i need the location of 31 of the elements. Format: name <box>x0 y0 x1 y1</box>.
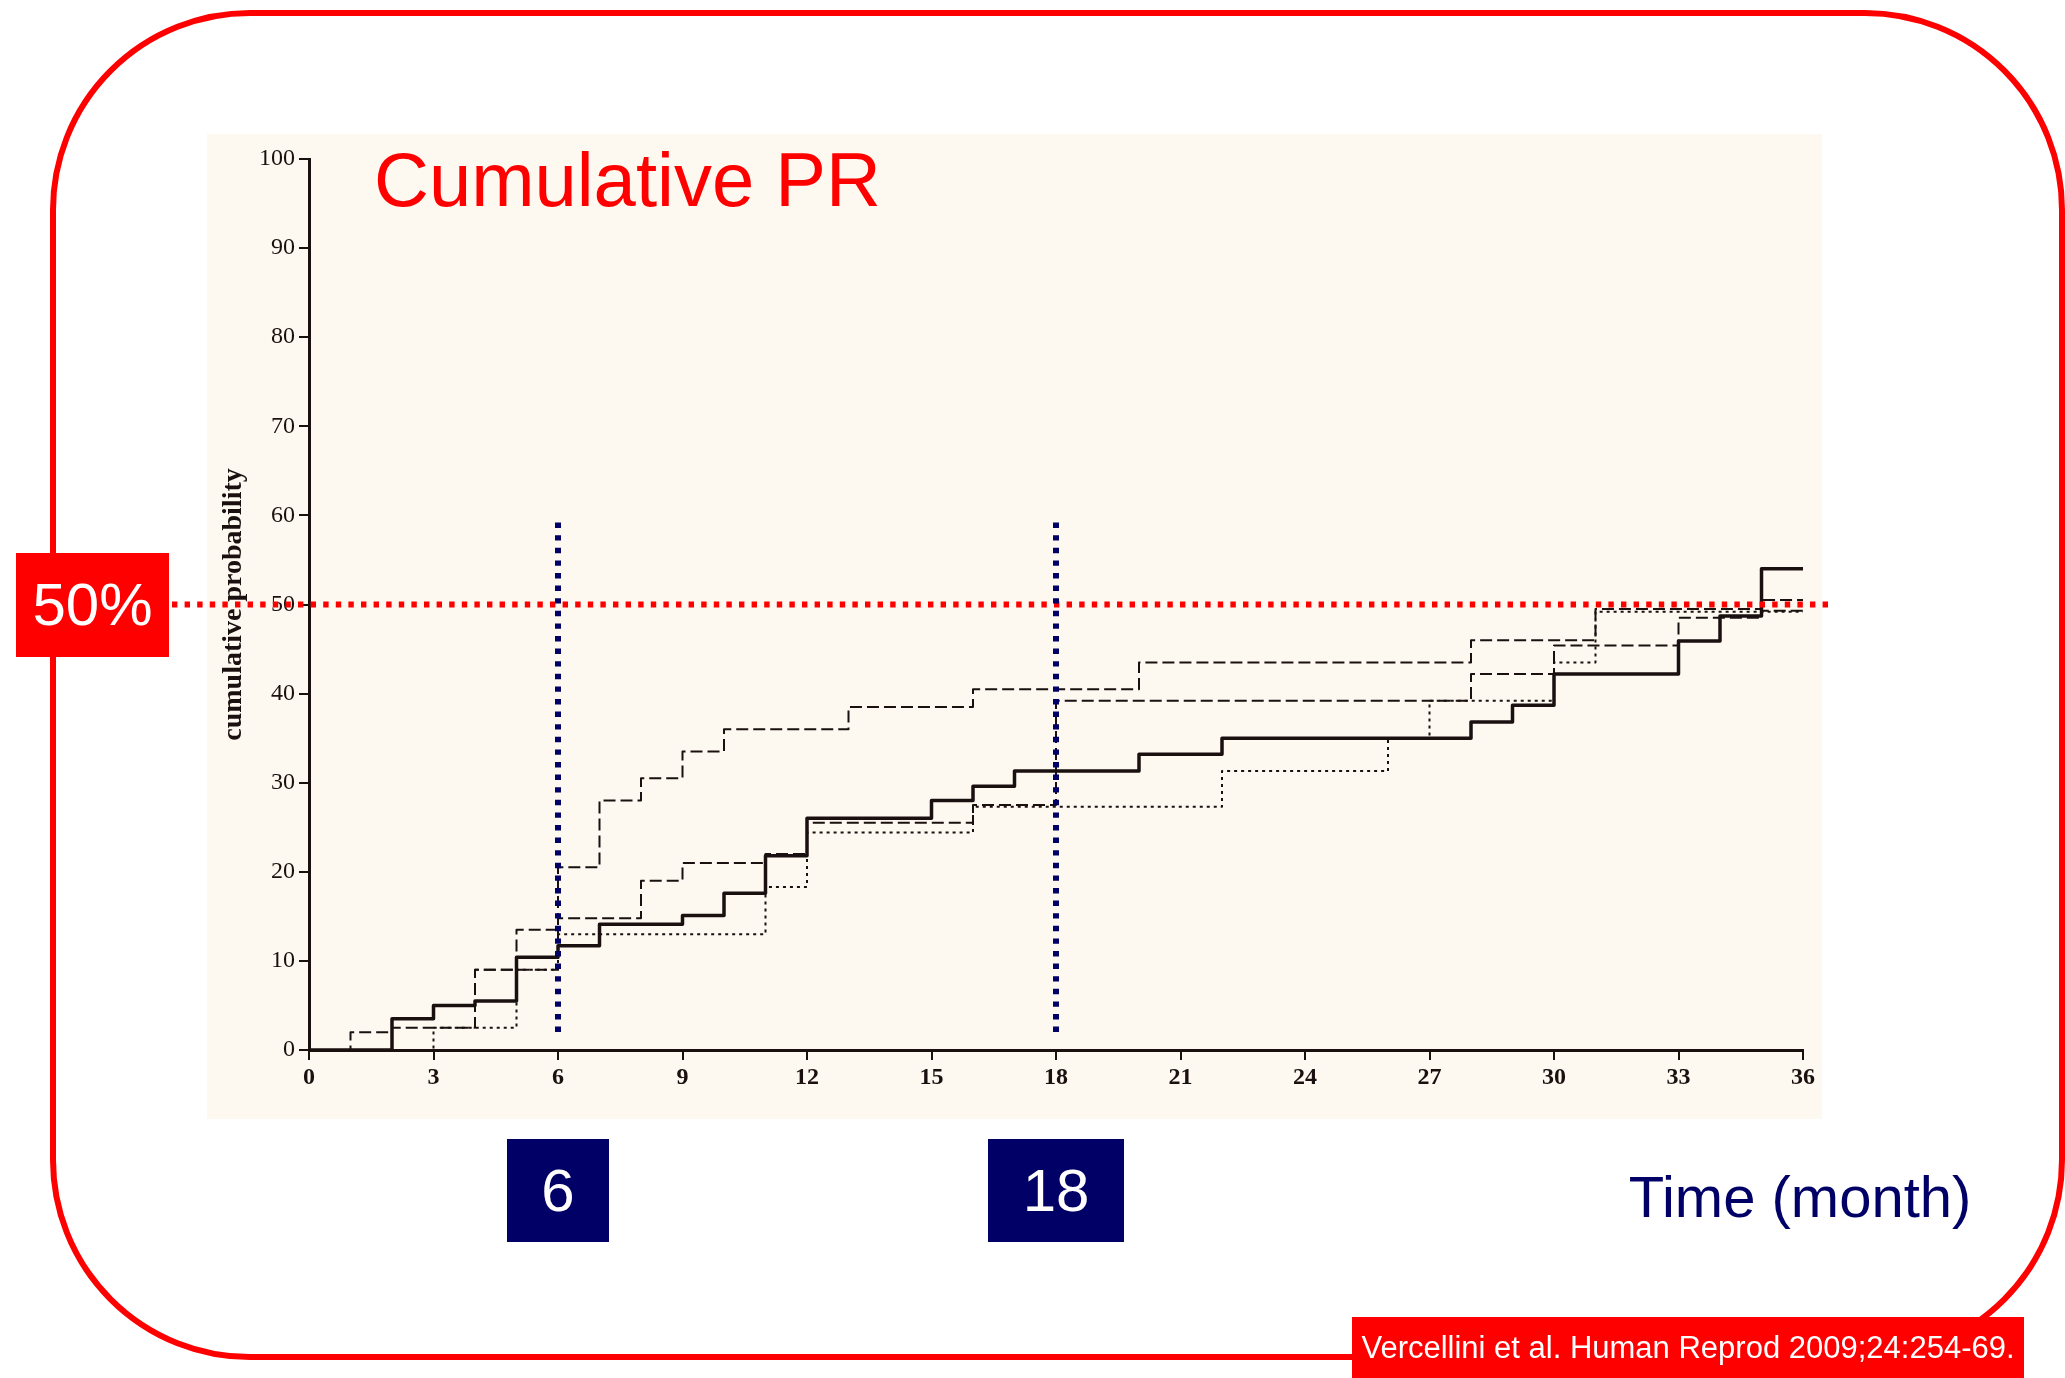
x-axis-title: Time (month) <box>1627 1162 1973 1231</box>
text: Vercellini et al. Human Reprod 2009;24:254-69. <box>1352 1317 2024 1378</box>
y-tick-label: 20 <box>271 857 295 884</box>
ref-line-label: 50% <box>16 552 169 657</box>
x-tick-label: 24 <box>1293 1062 1317 1089</box>
ref-line-label: 6 <box>507 1139 609 1242</box>
x-tick-label: 15 <box>919 1062 944 1089</box>
x-tick-label: 6 <box>552 1062 564 1089</box>
x-tick-label: 18 <box>1044 1062 1068 1089</box>
y-tick-label: 100 <box>259 144 295 171</box>
y-tick-label: 70 <box>271 411 295 438</box>
y-tick-label: 60 <box>271 500 295 527</box>
chart-title: Cumulative PR <box>374 135 882 224</box>
x-tick-label: 21 <box>1168 1062 1193 1089</box>
y-tick-label: 10 <box>271 946 295 973</box>
y-tick-label: 90 <box>271 233 295 260</box>
y-tick-label: 50 <box>271 589 295 616</box>
x-tick-label: 36 <box>1791 1062 1815 1089</box>
y-axis-title: cumulative probability <box>216 468 248 741</box>
x-tick-label: 9 <box>676 1062 689 1089</box>
y-tick-label: 40 <box>271 678 295 705</box>
y-tick-label: 0 <box>283 1035 295 1062</box>
x-tick-label: 27 <box>1417 1062 1442 1089</box>
x-tick-label: 33 <box>1666 1062 1691 1089</box>
x-tick-label: 12 <box>795 1062 819 1089</box>
ref-line-label: 18 <box>988 1139 1124 1242</box>
x-tick-label: 0 <box>303 1062 315 1089</box>
y-tick-label: 80 <box>271 322 295 349</box>
y-tick-label: 30 <box>271 768 295 794</box>
x-tick-label: 3 <box>427 1062 440 1089</box>
x-tick-label: 30 <box>1542 1062 1566 1089</box>
